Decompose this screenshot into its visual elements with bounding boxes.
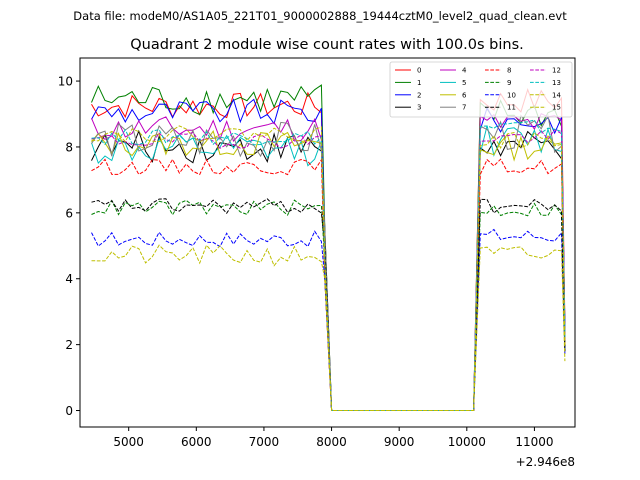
series-line-9 <box>91 199 566 411</box>
series-line-7 <box>91 114 566 411</box>
legend-label-1: 1 <box>417 79 421 87</box>
series-line-6 <box>91 129 566 411</box>
y-tick-label: 2 <box>65 338 73 352</box>
figure-suptitle: Data file: modeM0/AS1A05_221T01_90000028… <box>73 9 567 23</box>
x-tick-label: 6000 <box>181 435 212 449</box>
x-tick-label: 7000 <box>249 435 280 449</box>
legend-label-9: 9 <box>507 79 511 87</box>
series-line-11 <box>91 198 566 411</box>
y-tick-label: 6 <box>65 206 73 220</box>
legend-label-14: 14 <box>552 91 561 99</box>
legend-box <box>389 61 573 118</box>
legend-label-13: 13 <box>552 79 561 87</box>
y-tick-label: 4 <box>65 272 73 286</box>
series-line-3 <box>91 129 566 411</box>
legend-label-4: 4 <box>462 67 467 75</box>
series-line-5 <box>91 125 566 411</box>
x-tick-label: 5000 <box>113 435 144 449</box>
x-axis-offset-label: +2.946e8 <box>516 455 575 469</box>
legend-label-10: 10 <box>507 91 516 99</box>
legend-label-6: 6 <box>462 91 467 99</box>
y-tick-label: 0 <box>65 404 73 418</box>
legend-label-2: 2 <box>417 91 421 99</box>
x-tick-label: 8000 <box>316 435 347 449</box>
series-layer <box>91 84 566 411</box>
series-line-12 <box>91 128 566 411</box>
legend-label-5: 5 <box>462 79 466 87</box>
legend-label-15: 15 <box>552 104 561 112</box>
y-tick-label: 10 <box>58 75 73 89</box>
series-line-15 <box>91 125 566 411</box>
x-tick-label: 11000 <box>515 435 553 449</box>
series-line-2 <box>91 98 566 411</box>
plot-frame <box>79 57 576 428</box>
x-tick-label: 9000 <box>384 435 415 449</box>
legend-label-0: 0 <box>417 67 421 75</box>
legend-label-7: 7 <box>462 104 466 112</box>
legend-label-8: 8 <box>507 67 511 75</box>
series-line-8 <box>91 158 566 411</box>
series-line-10 <box>91 228 566 411</box>
series-line-14 <box>91 244 566 411</box>
legend-label-12: 12 <box>552 67 561 75</box>
y-tick-label: 8 <box>65 140 73 154</box>
series-line-13 <box>91 119 566 411</box>
x-axis: 5000 6000 7000 8000 9000 10000 11000 <box>113 427 554 449</box>
legend-label-11: 11 <box>507 104 516 112</box>
plot-area <box>80 58 575 427</box>
x-tick-label: 10000 <box>448 435 486 449</box>
chart-title: Quadrant 2 module wise count rates with … <box>130 37 524 53</box>
y-axis: 0 2 4 6 8 10 <box>58 75 80 418</box>
legend-label-3: 3 <box>417 104 421 112</box>
